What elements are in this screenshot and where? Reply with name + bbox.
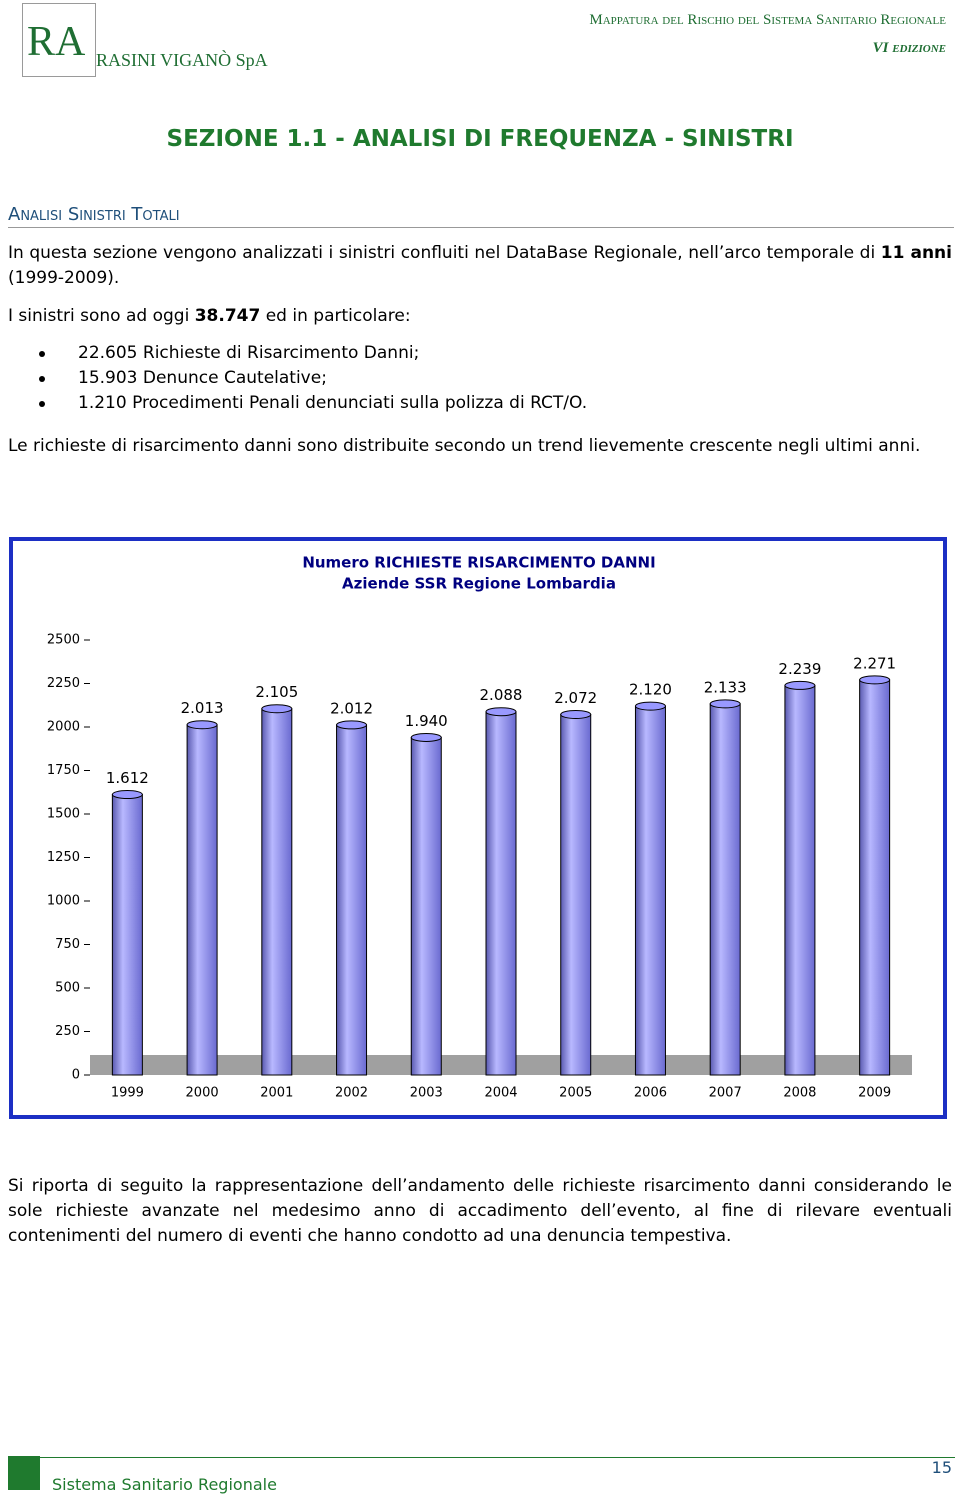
bar-top: [336, 720, 368, 730]
plot: 0 250 500 750 1000 1250 1500 1750 2000 2250 2500 19…: [47, 633, 912, 1101]
bar-top: [261, 704, 293, 714]
footer-text: Sistema Sanitario Regionale: [52, 1475, 277, 1494]
bar-top: [186, 720, 218, 730]
value-label: 2.120: [629, 681, 672, 699]
chart: Numero RICHIESTE RISARCIMENTO DANNI Azie…: [9, 537, 947, 1119]
text: In questa sezione vengono analizzati i s…: [8, 243, 881, 263]
value-label: 2.012: [330, 699, 373, 717]
bar-top: [111, 790, 143, 800]
bar: [709, 703, 741, 1076]
bar-top: [709, 699, 741, 709]
bold-text: 38.747: [194, 306, 261, 326]
value-label: 2.105: [255, 683, 298, 701]
bullet: 22.605 Richieste di Risarcimento Danni;: [8, 341, 952, 366]
trend: Le richieste di risarcimento danni sono …: [8, 436, 921, 456]
x-tick-label: 2004: [484, 1086, 517, 1101]
y-tick-label: 1500: [47, 807, 80, 822]
y-tick-label: 750: [55, 937, 80, 952]
closing: Si riporta di seguito la rappresentazion…: [8, 1176, 952, 1246]
x-tick-label: 2002: [335, 1086, 368, 1101]
bar-top: [410, 732, 442, 742]
bar: [485, 711, 517, 1076]
bar: [410, 736, 442, 1076]
x-tick-label: 2000: [186, 1086, 219, 1101]
value-label: 2.088: [480, 686, 523, 704]
page-number: 15: [931, 1458, 952, 1477]
value-label: 2.013: [181, 699, 224, 717]
header-edition: VI edizione: [872, 40, 946, 56]
y-tick-label: 250: [55, 1024, 80, 1039]
section-title: SEZIONE 1.1 - ANALISI DI FREQUENZA - SIN…: [166, 126, 794, 152]
bar: [186, 724, 218, 1076]
value-label: 2.072: [554, 689, 597, 707]
x-tick-label: 2007: [709, 1086, 742, 1101]
x-tick-label: 1999: [111, 1086, 144, 1101]
bar-top: [485, 707, 517, 717]
y-tick-label: 1250: [47, 850, 80, 865]
bar-top: [634, 701, 666, 711]
footer-icon: [8, 1456, 40, 1490]
y-tick-label: 1000: [47, 894, 80, 909]
bar: [634, 705, 666, 1076]
bold-text: 11 anni: [880, 243, 952, 263]
bar-top: [560, 709, 592, 719]
bar: [784, 684, 816, 1076]
total: I sinistri sono ad oggi 38.747 ed in par…: [8, 304, 952, 329]
bar-top: [859, 675, 891, 685]
intro: In questa sezione vengono analizzati i s…: [8, 241, 952, 291]
y-tick-label: 1750: [47, 763, 80, 778]
x-tick-label: 2001: [260, 1086, 293, 1101]
x-tick-label: 2008: [783, 1086, 816, 1101]
subsection-title: Analisi Sinistri Totali: [8, 204, 954, 228]
value-label: 1.940: [405, 712, 448, 730]
y-tick-label: 0: [72, 1068, 80, 1083]
bar: [261, 708, 293, 1076]
bar-top: [784, 680, 816, 690]
y-tick-label: 500: [55, 981, 80, 996]
logo-mark: RA: [27, 19, 86, 65]
text: (1999-2009).: [8, 268, 120, 288]
bar: [111, 794, 143, 1076]
bullet: 15.903 Denunce Cautelative;: [8, 366, 952, 391]
value-label: 2.239: [778, 660, 821, 678]
x-tick-label: 2006: [634, 1086, 667, 1101]
chart-subtitle: Aziende SSR Regione Lombardia: [342, 575, 616, 593]
y-tick-label: 2500: [47, 633, 80, 648]
logo-text: RASINI VIGANÒ SpA: [96, 50, 268, 70]
y-tick-label: 2000: [47, 720, 80, 735]
y-tick-label: 2250: [47, 676, 80, 691]
chart-title: Numero RICHIESTE RISARCIMENTO DANNI: [302, 554, 655, 572]
text: ed in particolare:: [260, 306, 411, 326]
bar: [560, 713, 592, 1076]
footer-rule: [40, 1457, 955, 1458]
header-title: Mappatura del Rischio del Sistema Sanita…: [589, 12, 946, 28]
x-tick-label: 2005: [559, 1086, 592, 1101]
bar: [859, 679, 891, 1076]
bullet: 1.210 Procedimenti Penali denunciati sul…: [8, 391, 952, 416]
bar: [336, 724, 368, 1076]
value-label: 2.271: [853, 654, 896, 672]
value-label: 2.133: [704, 678, 747, 696]
text: I sinistri sono ad oggi: [8, 306, 195, 326]
x-tick-label: 2009: [858, 1086, 891, 1101]
bullet-list: 22.605 Richieste di Risarcimento Danni; …: [8, 341, 952, 416]
logo-box: RA: [22, 3, 96, 77]
x-tick-label: 2003: [410, 1086, 443, 1101]
value-label: 1.612: [106, 769, 149, 787]
